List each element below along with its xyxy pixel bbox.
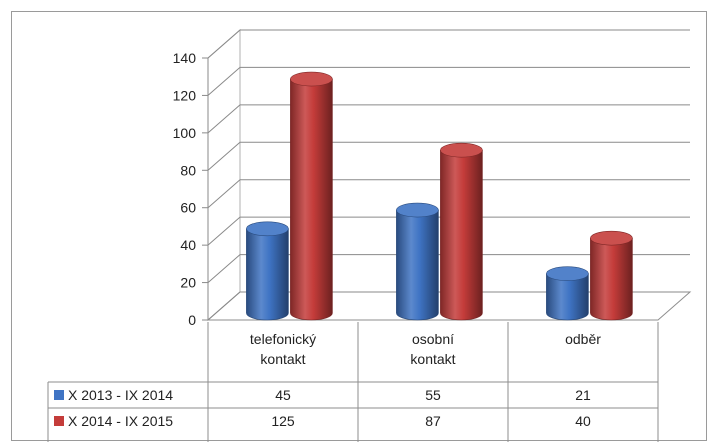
table-value: 45 bbox=[275, 387, 291, 403]
bar-body bbox=[546, 273, 589, 321]
y-tick-label: 0 bbox=[188, 312, 196, 328]
bar bbox=[396, 202, 439, 321]
y-tick-label: 60 bbox=[180, 200, 196, 216]
y-tick-label: 20 bbox=[180, 275, 196, 291]
chart-bars bbox=[246, 71, 633, 321]
y-axis-ticks: 0 20 40 60 80 100 120 140 bbox=[173, 50, 197, 328]
bar bbox=[590, 230, 633, 321]
chart-frame: 0 20 40 60 80 100 120 140 telefonický kontakt oso… bbox=[11, 11, 707, 442]
chart-gridlines bbox=[202, 29, 690, 321]
bar-top bbox=[396, 202, 439, 218]
bar-body bbox=[396, 209, 439, 321]
bar-top bbox=[246, 221, 289, 237]
category-label: odběr bbox=[565, 331, 601, 347]
bar bbox=[440, 142, 483, 321]
legend-label: X 2014 - IX 2015 bbox=[68, 413, 173, 429]
data-table: telefonický kontakt osobní kontakt odběr X 20… bbox=[47, 322, 659, 442]
bar-top bbox=[546, 266, 589, 282]
bar-body bbox=[246, 228, 289, 321]
category-label: osobní bbox=[412, 331, 454, 347]
y-tick-label: 40 bbox=[180, 237, 196, 253]
table-value: 40 bbox=[575, 413, 591, 429]
bar bbox=[290, 71, 333, 321]
y-tick-label: 80 bbox=[180, 162, 196, 178]
bar-body bbox=[590, 237, 633, 321]
category-label: kontakt bbox=[260, 351, 305, 367]
bar-body bbox=[440, 149, 483, 321]
bar-top bbox=[590, 230, 633, 246]
legend-swatch bbox=[54, 416, 64, 426]
category-label: kontakt bbox=[410, 351, 455, 367]
gridline bbox=[207, 104, 690, 134]
bar-top bbox=[440, 142, 483, 158]
side-wall bbox=[207, 28, 241, 322]
bar-top bbox=[290, 71, 333, 87]
table-value: 21 bbox=[575, 387, 591, 403]
table-value: 55 bbox=[425, 387, 441, 403]
table-value: 87 bbox=[425, 413, 441, 429]
legend-swatch bbox=[54, 390, 64, 400]
gridline bbox=[207, 254, 690, 283]
category-label: telefonický bbox=[250, 331, 316, 347]
bar-body bbox=[290, 78, 333, 321]
gridline bbox=[207, 29, 690, 59]
table-value: 125 bbox=[271, 413, 295, 429]
y-tick-label: 120 bbox=[173, 87, 197, 103]
gridline bbox=[207, 291, 690, 321]
gridline bbox=[207, 141, 690, 171]
y-tick-label: 100 bbox=[173, 125, 197, 141]
bar bbox=[246, 221, 289, 321]
legend-label: X 2013 - IX 2014 bbox=[68, 387, 173, 403]
y-tick-label: 140 bbox=[173, 50, 197, 66]
gridline bbox=[207, 179, 690, 209]
bar bbox=[546, 266, 589, 321]
gridline bbox=[207, 216, 690, 246]
gridline bbox=[207, 66, 690, 96]
chart-plot: 0 20 40 60 80 100 120 140 telefonický kontakt oso… bbox=[47, 28, 692, 442]
